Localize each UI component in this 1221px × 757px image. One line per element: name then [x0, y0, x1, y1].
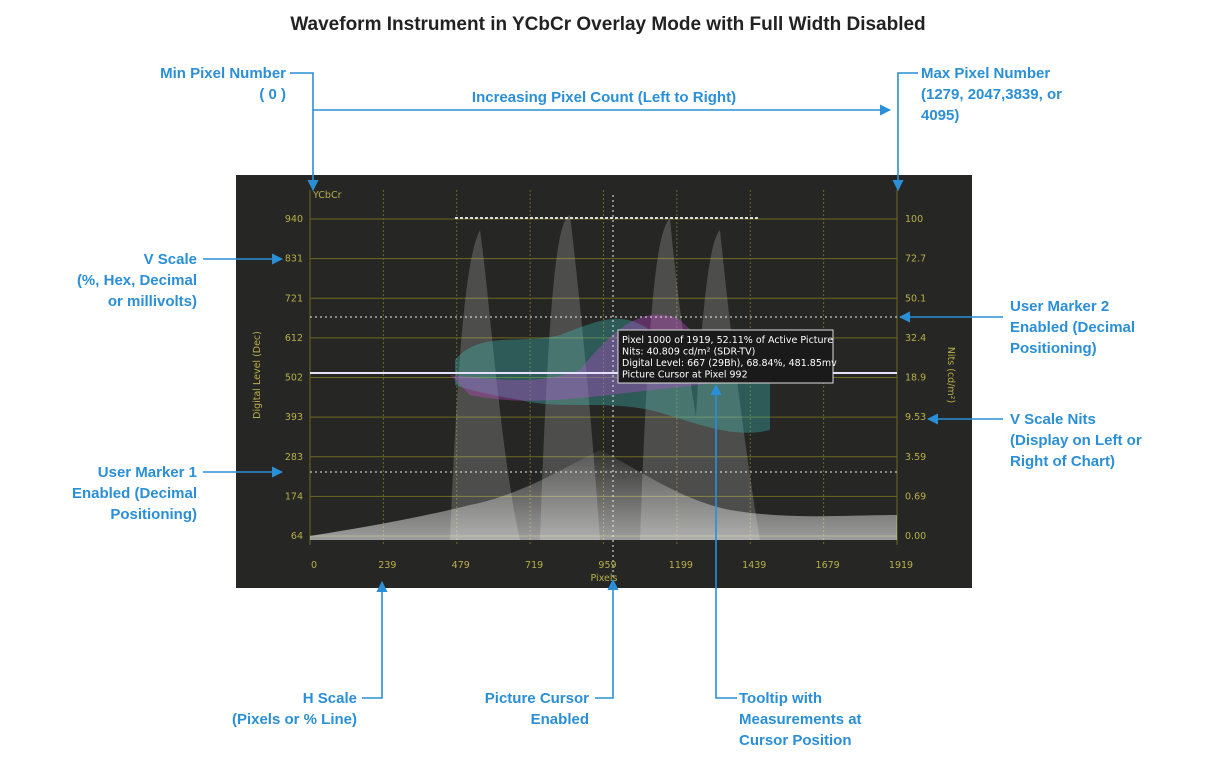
callout-text: Max Pixel Number: [921, 65, 1050, 82]
tooltip: Pixel 1000 of 1919, 52.11% of Active Pic…: [617, 329, 837, 384]
y-tick-label: 721: [285, 293, 303, 304]
y2-tick-label: 0.69: [905, 491, 926, 502]
callout-text: or millivolts): [108, 293, 197, 310]
callout-text: V Scale Nits: [1010, 411, 1096, 428]
callout-text: Cursor Position: [739, 732, 852, 749]
x-tick-label: 719: [525, 560, 543, 571]
callout-text: User Marker 1: [98, 464, 197, 481]
callout-text: Tooltip with: [739, 690, 822, 707]
callout-text: Min Pixel Number: [160, 65, 286, 82]
callout-text: Picture Cursor: [485, 690, 589, 707]
callout-text: Enabled (Decimal: [1010, 319, 1135, 336]
callout-text: 4095): [921, 107, 959, 124]
callout-text: (1279, 2047,3839, or: [921, 86, 1062, 103]
y-tick-label: 64: [291, 531, 303, 542]
callout-text: (Display on Left or: [1010, 432, 1142, 449]
callout-text: Increasing Pixel Count (Left to Right): [472, 89, 736, 106]
y2-axis-label: Nits (cd/m²): [945, 347, 956, 403]
title: Waveform Instrument in YCbCr Overlay Mod…: [290, 14, 925, 35]
callout-text: Right of Chart): [1010, 453, 1115, 470]
y-tick-label: 612: [285, 333, 303, 344]
y-tick-label: 940: [285, 214, 303, 225]
x-tick-label: 1919: [889, 560, 913, 571]
callout-text: Enabled (Decimal: [72, 485, 197, 502]
y-tick-label: 393: [285, 412, 303, 423]
x-tick-label: 1439: [742, 560, 766, 571]
y2-tick-label: 9.53: [905, 412, 926, 423]
y2-tick-label: 100: [905, 214, 923, 225]
tooltip-line: Nits: 40.809 cd/m² (SDR-TV): [622, 347, 755, 358]
y2-tick-label: 18.9: [905, 373, 926, 384]
callout-text: Enabled: [531, 711, 589, 728]
y-tick-label: 502: [285, 373, 303, 384]
y-axis-label: Digital Level (Dec): [252, 331, 263, 419]
x-axis-label: Pixels: [591, 573, 618, 584]
x-tick-label: 1679: [816, 560, 840, 571]
y2-tick-label: 50.1: [905, 293, 926, 304]
y2-tick-label: 3.59: [905, 452, 926, 463]
y2-tick-label: 72.7: [905, 254, 926, 265]
callout-text: User Marker 2: [1010, 298, 1109, 315]
x-tick-label: 1199: [669, 560, 693, 571]
x-tick-label: 239: [378, 560, 396, 571]
y-tick-label: 831: [285, 254, 303, 265]
y-tick-label: 174: [285, 491, 303, 502]
y2-tick-label: 32.4: [905, 333, 926, 344]
callout-text: Positioning): [1010, 340, 1097, 357]
y-tick-label: 283: [285, 452, 303, 463]
callout-text: V Scale: [144, 251, 197, 268]
y2-tick-label: 0.00: [905, 531, 926, 542]
callout-text: Measurements at: [739, 711, 862, 728]
x-tick-label: 479: [452, 560, 470, 571]
tooltip-line: Pixel 1000 of 1919, 52.11% of Active Pic…: [622, 335, 833, 346]
x-tick-label: 0: [311, 560, 317, 571]
callout-text: H Scale: [303, 690, 357, 707]
callout-text: ( 0 ): [259, 86, 286, 103]
tooltip-line: Picture Cursor at Pixel 992: [622, 370, 748, 381]
tooltip-line: Digital Level: 667 (29Bh), 68.84%, 481.8…: [622, 358, 837, 369]
callout-text: (%, Hex, Decimal: [77, 272, 197, 289]
arrows: [203, 72, 1003, 699]
callout-text: Positioning): [110, 506, 197, 523]
callout-text: (Pixels or % Line): [232, 711, 357, 728]
x-tick-label: 959: [598, 560, 616, 571]
mode-label: YCbCr: [312, 190, 342, 201]
